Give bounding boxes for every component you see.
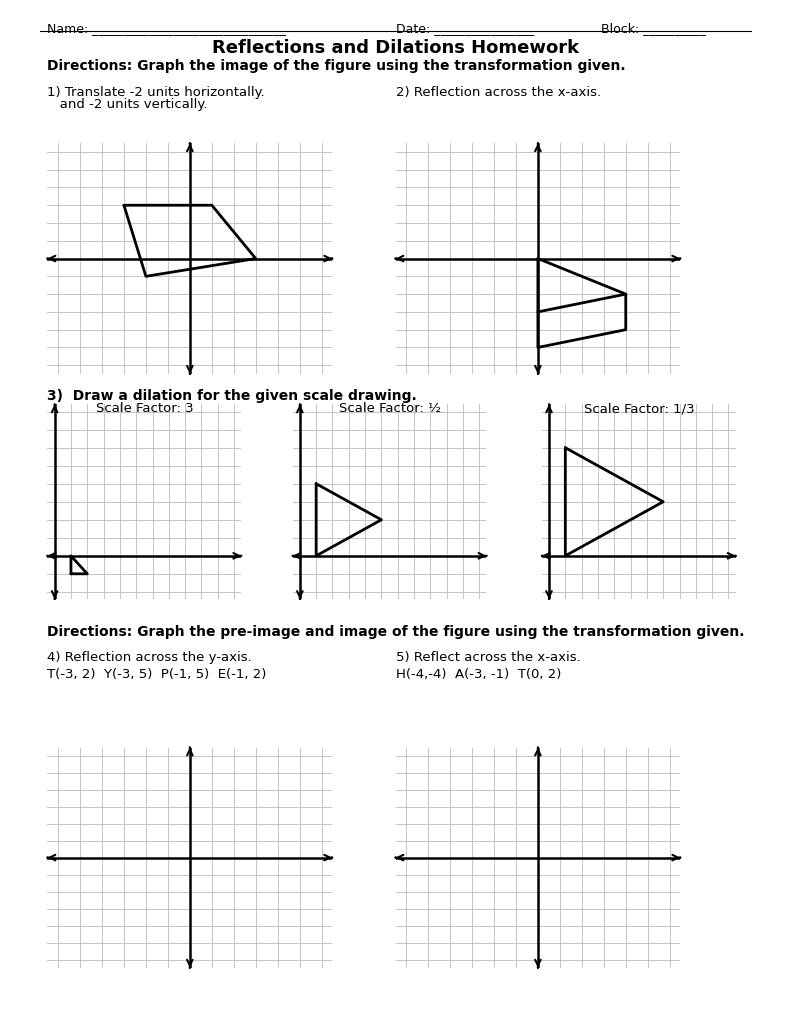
Text: H(-4,-4)  A(-3, -1)  T(0, 2): H(-4,-4) A(-3, -1) T(0, 2) xyxy=(396,668,561,681)
Text: Reflections and Dilations Homework: Reflections and Dilations Homework xyxy=(212,39,579,57)
Text: 1) Translate -2 units horizontally.: 1) Translate -2 units horizontally. xyxy=(47,86,265,99)
Text: T(-3, 2)  Y(-3, 5)  P(-1, 5)  E(-1, 2): T(-3, 2) Y(-3, 5) P(-1, 5) E(-1, 2) xyxy=(47,668,267,681)
Text: Directions: Graph the pre-image and image of the figure using the transformation: Directions: Graph the pre-image and imag… xyxy=(47,625,745,639)
Text: Scale Factor: 3: Scale Factor: 3 xyxy=(96,402,194,416)
Text: Name: _______________________________: Name: _______________________________ xyxy=(47,23,286,36)
Text: and -2 units vertically.: and -2 units vertically. xyxy=(47,98,208,112)
Text: 4) Reflection across the y-axis.: 4) Reflection across the y-axis. xyxy=(47,651,252,665)
Text: 5) Reflect across the x-axis.: 5) Reflect across the x-axis. xyxy=(396,651,581,665)
Text: Block: __________: Block: __________ xyxy=(601,23,706,36)
Text: Directions: Graph the image of the figure using the transformation given.: Directions: Graph the image of the figur… xyxy=(47,59,626,74)
Text: 3)  Draw a dilation for the given scale drawing.: 3) Draw a dilation for the given scale d… xyxy=(47,389,417,403)
Text: Date: ________________: Date: ________________ xyxy=(396,23,534,36)
Text: 2) Reflection across the x-axis.: 2) Reflection across the x-axis. xyxy=(396,86,600,99)
Text: Scale Factor: ½: Scale Factor: ½ xyxy=(339,402,441,416)
Text: Scale Factor: 1/3: Scale Factor: 1/3 xyxy=(584,402,694,416)
